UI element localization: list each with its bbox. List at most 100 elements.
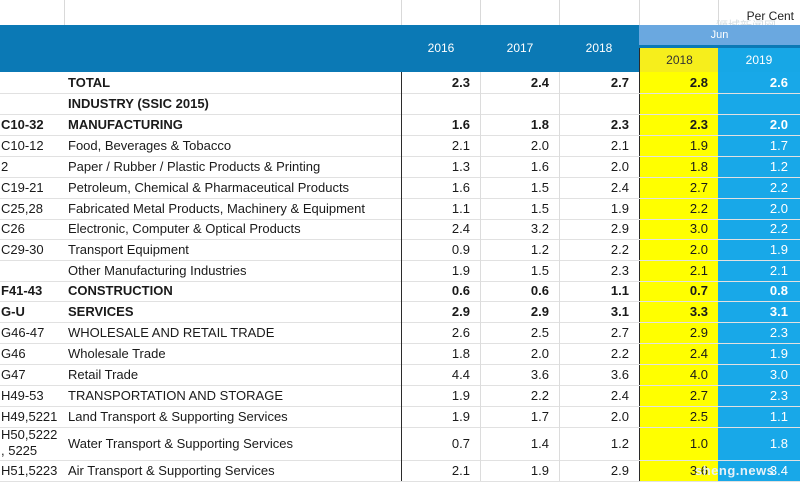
value-jun2018: 2.8 — [689, 74, 708, 90]
value-jun2019: 3.1 — [769, 303, 788, 319]
value-v2016: 4.4 — [451, 366, 470, 382]
table-row: 2 Paper / Rubber / Plastic Products & Pri… — [0, 156, 800, 178]
value-jun2019: 1.7 — [769, 137, 788, 153]
table-row: C29-30 Transport Equipment 0.9 1.2 2.2 2.0 1.9 — [0, 239, 800, 261]
value-jun2018: 2.2 — [689, 200, 708, 216]
value-v2016: 1.9 — [451, 262, 470, 278]
row-label: Fabricated Metal Products, Machinery & E… — [68, 200, 365, 216]
value-jun2019: 2.2 — [769, 179, 788, 195]
value-jun2019: 3.0 — [769, 366, 788, 382]
value-jun2018: 2.1 — [689, 262, 708, 278]
value-v2018: 1.2 — [610, 435, 629, 451]
row-label: Petroleum, Chemical & Pharmaceutical Pro… — [68, 179, 350, 195]
row-label: CONSTRUCTION — [68, 283, 173, 298]
value-v2017: 1.2 — [530, 241, 549, 257]
highlight-column-jun-2018 — [639, 72, 718, 481]
value-v2016: 1.3 — [451, 158, 470, 174]
table-row: H49-53 TRANSPORTATION AND STORAGE 1.9 2.2 2.… — [0, 385, 800, 407]
row-code: C25,28 — [1, 200, 43, 216]
header-year-2016: 2016 — [427, 41, 455, 55]
value-v2018: 2.3 — [610, 262, 629, 278]
spreadsheet-top-grid — [0, 0, 800, 25]
header-jun: Jun — [639, 25, 800, 45]
value-jun2019: 1.2 — [769, 158, 788, 174]
value-v2018: 2.4 — [610, 179, 629, 195]
value-jun2019: 3.4 — [769, 462, 788, 478]
row-code: C19-21 — [1, 179, 44, 195]
row-label: Retail Trade — [68, 366, 139, 382]
value-jun2018: 3.6 — [689, 462, 708, 478]
row-label: Transport Equipment — [68, 241, 189, 257]
value-v2017: 2.0 — [530, 345, 549, 361]
grid-line — [401, 0, 402, 25]
row-code: H50,5222 , 5225 — [1, 427, 58, 458]
row-code: 2 — [1, 158, 9, 174]
row-code: F41-43 — [1, 283, 43, 298]
row-code: C10-32 — [1, 116, 44, 132]
value-jun2019: 1.9 — [769, 345, 788, 361]
table-row: INDUSTRY (SSIC 2015) — [0, 93, 800, 115]
value-v2018: 1.9 — [610, 200, 629, 216]
value-jun2019: 2.1 — [769, 262, 788, 278]
value-v2018: 2.7 — [610, 324, 629, 340]
value-v2018: 2.9 — [610, 221, 629, 236]
table-row: G46-47 WHOLESALE AND RETAIL TRADE 2.6 2.5 2.… — [0, 322, 800, 344]
row-code: C10-12 — [1, 137, 44, 153]
row-label: Other Manufacturing Industries — [68, 262, 247, 278]
table-row: Other Manufacturing Industries 1.9 1.5 2.3 2… — [0, 260, 800, 282]
value-v2018: 2.2 — [610, 241, 629, 257]
value-v2016: 2.1 — [451, 462, 470, 478]
row-label: TOTAL — [68, 74, 111, 90]
row-code: G47 — [1, 366, 26, 382]
value-jun2018: 2.7 — [689, 179, 708, 195]
value-v2016: 0.6 — [451, 283, 470, 298]
value-v2016: 0.7 — [451, 435, 470, 451]
row-label: Land Transport & Supporting Services — [68, 408, 288, 424]
row-code: G-U — [1, 303, 25, 319]
value-v2016: 2.1 — [451, 137, 470, 153]
value-jun2018: 2.7 — [689, 387, 708, 403]
value-v2018: 3.6 — [610, 366, 629, 382]
row-code: H49-53 — [1, 387, 44, 403]
column-divider — [480, 72, 481, 481]
row-label: Electronic, Computer & Optical Products — [68, 221, 301, 236]
value-v2018: 2.9 — [610, 462, 629, 478]
value-jun2018: 2.9 — [689, 324, 708, 340]
table-row: G46 Wholesale Trade 1.8 2.0 2.2 2.4 1.9 — [0, 343, 800, 365]
value-v2018: 2.7 — [610, 74, 629, 90]
row-label: SERVICES — [68, 303, 134, 319]
value-v2016: 1.6 — [451, 179, 470, 195]
unit-label: Per Cent — [746, 9, 794, 23]
value-jun2018: 1.8 — [689, 158, 708, 174]
value-jun2018: 2.3 — [689, 116, 708, 132]
row-label: Water Transport & Supporting Services — [68, 435, 293, 451]
value-v2017: 2.0 — [530, 137, 549, 153]
row-code: H51,5223 — [1, 462, 58, 478]
value-v2018: 1.1 — [610, 283, 629, 298]
value-v2018: 2.4 — [610, 387, 629, 403]
value-v2017: 1.9 — [530, 462, 549, 478]
value-jun2018: 2.4 — [689, 345, 708, 361]
header-jun-2018: 2018 — [639, 48, 719, 72]
value-v2016: 1.9 — [451, 408, 470, 424]
value-jun2019: 2.0 — [769, 116, 788, 132]
table-row: H50,5222 , 5225 Water Transport & Support… — [0, 427, 800, 461]
value-jun2019: 1.1 — [769, 408, 788, 424]
value-v2017: 2.2 — [530, 387, 549, 403]
value-v2016: 2.6 — [451, 324, 470, 340]
value-v2018: 2.0 — [610, 408, 629, 424]
value-v2016: 2.4 — [451, 221, 470, 236]
highlight-column-jun-2019 — [718, 72, 800, 481]
column-divider — [401, 72, 402, 481]
value-v2017: 3.2 — [530, 221, 549, 236]
value-jun2018: 3.0 — [689, 221, 708, 236]
row-label: INDUSTRY (SSIC 2015) — [68, 95, 209, 111]
table-row: TOTAL 2.3 2.4 2.7 2.8 2.6 — [0, 72, 800, 94]
value-jun2018: 1.9 — [689, 137, 708, 153]
row-code: G46-47 — [1, 324, 45, 340]
value-v2016: 2.3 — [451, 74, 470, 90]
table-row: H51,5223 Air Transport & Supporting Servi… — [0, 460, 800, 482]
value-v2018: 2.1 — [610, 137, 629, 153]
row-code: C26 — [1, 221, 25, 236]
row-label: TRANSPORTATION AND STORAGE — [68, 387, 284, 403]
